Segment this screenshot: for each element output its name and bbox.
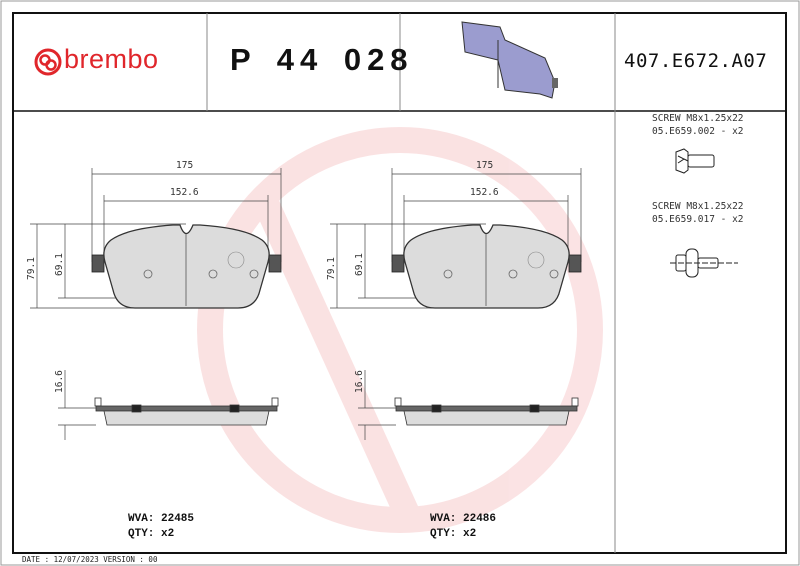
screw-washer-icon bbox=[670, 248, 738, 278]
pad-2-width-outer: 175 bbox=[476, 160, 494, 171]
pad-2-qty: QTY: x2 bbox=[430, 528, 477, 540]
pad-2-height-outer: 79.1 bbox=[326, 257, 337, 280]
footer-date-version: DATE : 12/07/2023 VERSION : 00 bbox=[22, 555, 158, 564]
reference-code: 407.E672.A07 bbox=[624, 50, 768, 72]
pad-2-thickness: 16.6 bbox=[354, 370, 365, 393]
dimension-lines bbox=[30, 168, 282, 440]
accessory-2-code: 05.E659.017 - x2 bbox=[652, 214, 744, 225]
pad-1-height-inner: 69.1 bbox=[54, 253, 65, 276]
pad-2-width-inner: 152.6 bbox=[470, 187, 499, 198]
pad-front-view bbox=[91, 224, 282, 309]
pad-1-height-outer: 79.1 bbox=[26, 257, 37, 280]
accessory-1-code: 05.E659.002 - x2 bbox=[652, 126, 744, 137]
pad-1-width-inner: 152.6 bbox=[170, 187, 199, 198]
brand-logo: brembo bbox=[34, 44, 159, 75]
pad-2-height-inner: 69.1 bbox=[354, 253, 365, 276]
brembo-logo-icon bbox=[34, 48, 62, 76]
pad-side-view bbox=[94, 397, 279, 426]
pad-1-thickness: 16.6 bbox=[54, 370, 65, 393]
pad-2-drawing bbox=[330, 168, 582, 440]
pad-preview-image bbox=[461, 21, 558, 99]
pad-2-wva: WVA: 22486 bbox=[430, 513, 497, 525]
accessory-2-name: SCREW M8x1.25x22 bbox=[652, 201, 744, 212]
pad-side-view bbox=[394, 397, 579, 426]
pad-1-width-outer: 175 bbox=[176, 160, 194, 171]
dimension-lines bbox=[330, 168, 582, 440]
screw-flanged-icon bbox=[675, 148, 715, 174]
brand-name: brembo bbox=[64, 44, 159, 74]
brand-watermark bbox=[197, 127, 603, 533]
pad-1-qty: QTY: x2 bbox=[128, 528, 175, 540]
pad-1-wva: WVA: 22485 bbox=[128, 513, 195, 525]
accessory-1-name: SCREW M8x1.25x22 bbox=[652, 113, 744, 124]
pad-1-drawing bbox=[30, 168, 282, 440]
part-number: P 44 028 bbox=[230, 42, 414, 77]
pad-front-view bbox=[391, 224, 582, 309]
